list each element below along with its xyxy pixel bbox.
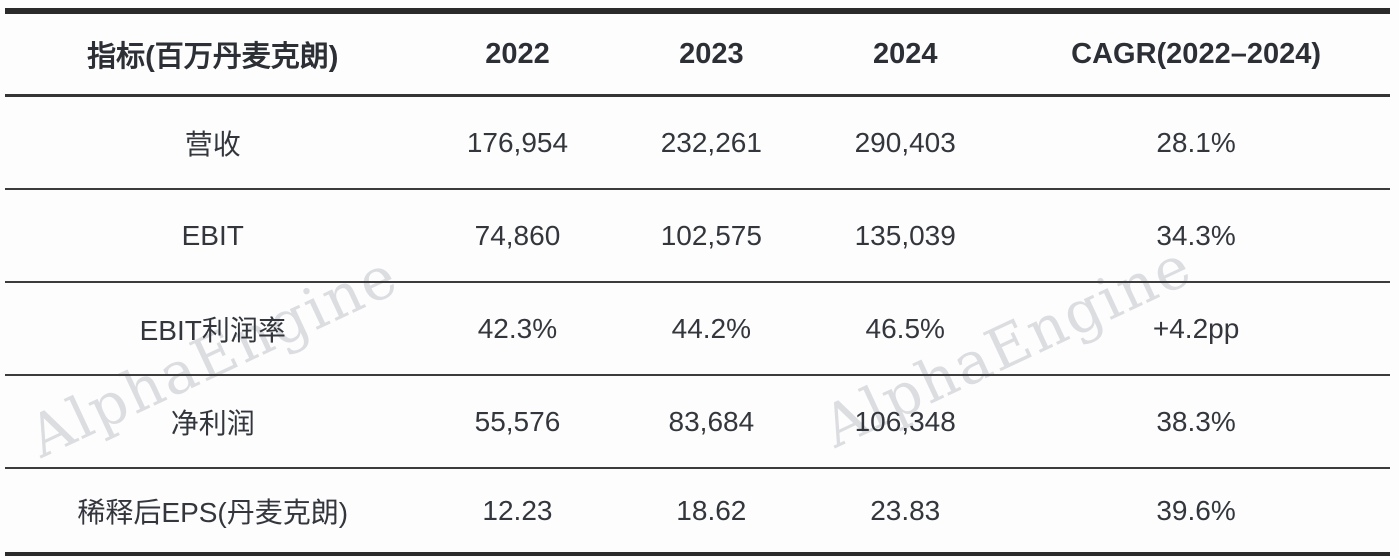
value-cagr: 39.6% [1156, 494, 1236, 526]
value-2022: 55,576 [474, 405, 561, 437]
table-row-ebit: EBIT 74,860 102,575 135,039 34.3% [5, 190, 1390, 283]
table-row-revenue: 营收 176,954 232,261 290,403 28.1% [5, 97, 1390, 190]
header-cagr: CAGR(2022–2024) [1071, 37, 1321, 70]
value-cagr: 34.3% [1156, 219, 1236, 251]
value-2024: 46.5% [865, 312, 945, 344]
value-cagr: 38.3% [1156, 405, 1236, 437]
value-2023: 232,261 [660, 126, 762, 158]
row-label: 营收 [184, 128, 241, 160]
table-row-ebit-margin: EBIT利润率 42.3% 44.2% 46.5% +4.2pp [5, 283, 1390, 376]
table-header-row: 指标(百万丹麦克朗) 2022 2023 2024 CAGR(2022–2024… [5, 14, 1390, 97]
header-year-2024: 2024 [872, 37, 938, 70]
row-label: 稀释后EPS(丹麦克朗) [77, 496, 349, 528]
value-2022: 42.3% [477, 312, 558, 344]
value-cagr: +4.2pp [1152, 312, 1240, 344]
value-2022: 12.23 [482, 494, 553, 526]
value-2024: 135,039 [854, 219, 956, 251]
row-label: EBIT [181, 219, 244, 251]
table-row-diluted-eps: 稀释后EPS(丹麦克朗) 12.23 18.62 23.83 39.6% [5, 469, 1390, 552]
value-2023: 102,575 [660, 219, 762, 251]
table-row-net-profit: 净利润 55,576 83,684 106,348 38.3% [5, 376, 1390, 469]
value-2024: 290,403 [854, 126, 956, 158]
row-label: EBIT利润率 [139, 314, 286, 346]
header-metric: 指标(百万丹麦克朗) [87, 41, 339, 73]
value-2022: 176,954 [466, 126, 569, 158]
header-year-2023: 2023 [679, 37, 744, 70]
value-2024: 23.83 [870, 494, 941, 526]
financial-metrics-table: 指标(百万丹麦克朗) 2022 2023 2024 CAGR(2022–2024… [5, 8, 1390, 556]
header-year-2022: 2022 [485, 37, 550, 70]
value-2022: 74,860 [474, 219, 561, 251]
value-2023: 18.62 [676, 494, 747, 526]
value-2024: 106,348 [854, 405, 956, 437]
value-2023: 44.2% [671, 312, 752, 344]
value-2023: 83,684 [668, 405, 755, 437]
row-label: 净利润 [170, 407, 255, 439]
value-cagr: 28.1% [1156, 126, 1236, 158]
